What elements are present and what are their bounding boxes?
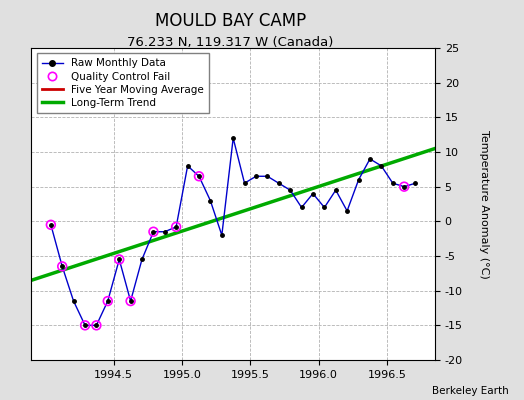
Point: [115, 256, 124, 263]
Point: [400, 184, 408, 190]
Text: 76.233 N, 119.317 W (Canada): 76.233 N, 119.317 W (Canada): [127, 36, 334, 49]
Text: Berkeley Earth: Berkeley Earth: [432, 386, 508, 396]
Point: [149, 228, 158, 235]
Point: [104, 298, 112, 304]
Point: [58, 263, 67, 270]
Point: [195, 173, 203, 180]
Legend: Raw Monthly Data, Quality Control Fail, Five Year Moving Average, Long-Term Tren: Raw Monthly Data, Quality Control Fail, …: [37, 53, 209, 113]
Point: [81, 322, 89, 328]
Point: [126, 298, 135, 304]
Text: MOULD BAY CAMP: MOULD BAY CAMP: [155, 12, 306, 30]
Point: [172, 224, 180, 230]
Point: [47, 222, 55, 228]
Y-axis label: Temperature Anomaly (°C): Temperature Anomaly (°C): [479, 130, 489, 278]
Point: [92, 322, 101, 328]
